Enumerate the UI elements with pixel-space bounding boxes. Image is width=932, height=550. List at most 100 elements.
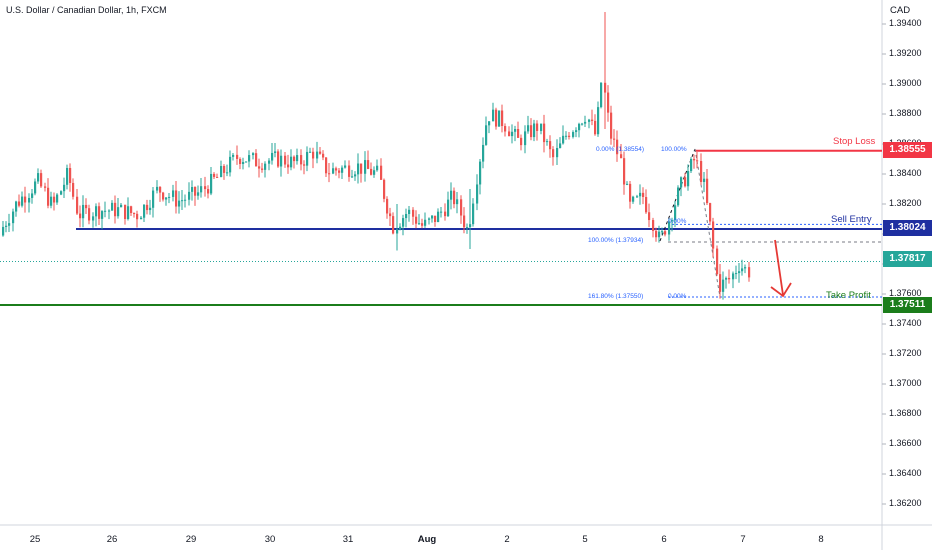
- candle-body: [268, 160, 271, 164]
- candle-body: [392, 216, 395, 234]
- candle-body: [712, 221, 715, 249]
- candle-body: [175, 190, 178, 207]
- candle-body: [18, 201, 21, 206]
- candle-body: [140, 217, 143, 220]
- currency-label: CAD: [890, 5, 911, 16]
- candle-body: [124, 204, 127, 220]
- candle-body: [210, 173, 213, 194]
- candle-body: [88, 208, 91, 221]
- candle-body: [495, 109, 498, 127]
- candle-body: [367, 160, 370, 169]
- candle-body: [456, 199, 459, 205]
- candle-body: [181, 200, 184, 202]
- candle-body: [488, 121, 491, 126]
- candle-body: [700, 161, 703, 182]
- time-tick-label: 25: [29, 534, 41, 545]
- candle-body: [380, 165, 383, 180]
- candle-body: [63, 184, 66, 192]
- candle-body: [549, 141, 552, 150]
- candle-body: [248, 155, 251, 162]
- take-profit-label: Take Profit: [826, 290, 871, 301]
- price-tick-label: 1.39000: [889, 78, 922, 88]
- candle-body: [133, 213, 136, 215]
- candle-body: [111, 202, 114, 211]
- price-tick-label: 1.39400: [889, 18, 922, 28]
- candle-body: [12, 211, 15, 224]
- time-tick-label: 26: [106, 534, 118, 545]
- candle-body: [328, 173, 331, 175]
- candle-body: [719, 274, 722, 292]
- candle-body: [684, 177, 687, 187]
- candle-body: [50, 196, 53, 206]
- candle-body: [165, 197, 168, 200]
- candle-body: [693, 158, 696, 161]
- candle-body: [472, 203, 475, 225]
- candle-body: [335, 168, 338, 171]
- candle-body: [28, 197, 31, 203]
- candle-body: [373, 170, 376, 175]
- candle-body: [184, 199, 187, 201]
- candle-body: [130, 206, 133, 214]
- candle-body: [536, 123, 539, 131]
- candle-body: [264, 163, 267, 170]
- price-tick-label: 1.39200: [889, 48, 922, 58]
- candle-body: [460, 199, 463, 216]
- stop-loss-label: Stop Loss: [833, 136, 876, 147]
- candle-body: [309, 151, 312, 153]
- candle-body: [245, 161, 248, 163]
- candle-body: [31, 193, 34, 198]
- candle-body: [357, 163, 360, 175]
- candle-body: [104, 210, 107, 212]
- candle-body: [607, 92, 610, 113]
- candle-body: [728, 277, 731, 280]
- candle-body: [543, 123, 546, 143]
- candle-body: [408, 209, 411, 215]
- candle-body: [101, 211, 104, 219]
- candle-body: [220, 165, 223, 177]
- candle-body: [8, 223, 11, 226]
- candle-body: [274, 151, 277, 153]
- projection-arrow-shaft: [774, 239, 784, 296]
- price-tick-label: 1.36800: [889, 408, 922, 418]
- candle-body: [258, 166, 261, 169]
- candle-body: [658, 231, 661, 238]
- candle-body: [687, 171, 690, 187]
- sell-entry-label: Sell Entry: [831, 214, 872, 225]
- candle-body: [188, 191, 191, 200]
- candle-body: [152, 190, 155, 208]
- candle-body: [556, 148, 559, 158]
- candle-body: [316, 151, 319, 159]
- price-tick-label: 1.36200: [889, 498, 922, 508]
- candle-body: [303, 164, 306, 166]
- candle-body: [229, 156, 232, 173]
- candle-body: [546, 141, 549, 143]
- candle-body: [562, 135, 565, 144]
- candle-body: [716, 248, 719, 275]
- candle-body: [44, 186, 47, 188]
- candle-body: [117, 207, 120, 217]
- stop-loss-price-badge: 1.38555: [883, 142, 932, 158]
- candle-body: [623, 158, 626, 185]
- candle-body: [108, 210, 111, 212]
- candle-body: [351, 176, 354, 178]
- candle-body: [613, 138, 616, 140]
- time-tick-label: 30: [264, 534, 276, 545]
- candle-body: [178, 200, 181, 207]
- candle-body: [447, 199, 450, 217]
- candle-body: [405, 214, 408, 219]
- candle-body: [584, 121, 587, 124]
- take-profit-price-badge: 1.37511: [883, 297, 932, 313]
- time-tick-label: 2: [504, 534, 510, 545]
- time-tick-label: 7: [740, 534, 746, 545]
- candle-body: [626, 183, 629, 185]
- candle-body: [533, 123, 536, 138]
- candle-body: [338, 170, 341, 173]
- candle-body: [386, 198, 389, 214]
- candle-body: [690, 158, 693, 172]
- candle-body: [444, 211, 447, 217]
- candle-body: [53, 196, 56, 203]
- candle-body: [213, 173, 216, 177]
- fib-label-top-zero: 0.00% (1.38554): [596, 146, 645, 153]
